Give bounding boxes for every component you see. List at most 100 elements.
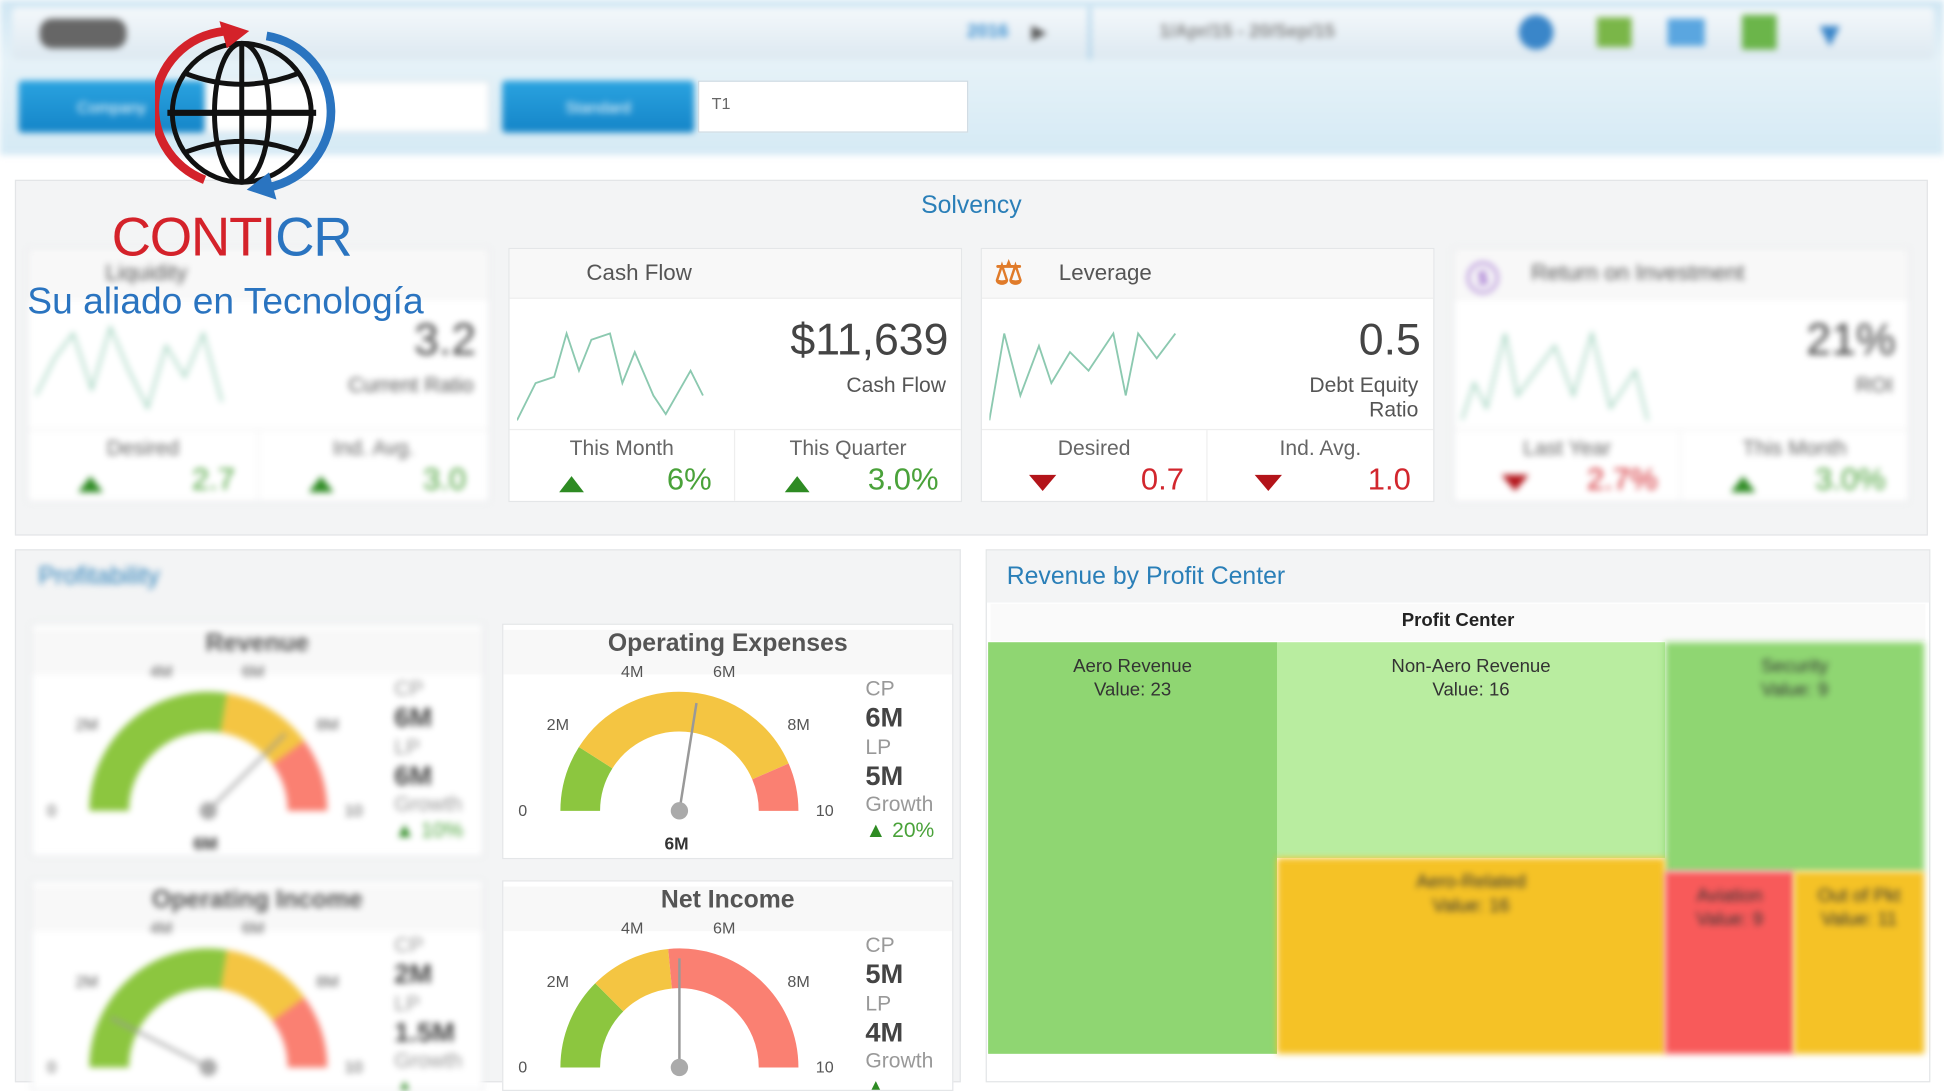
kpi-cell-value: 3.0: [423, 462, 467, 498]
kpi-value: $11,639: [790, 313, 949, 365]
gauge-card-3[interactable]: Net Income 0 2M 4M 6M 8M 10 CP 5M LP 4M Growt…: [502, 880, 954, 1091]
globe-icon: [154, 21, 336, 200]
kpi-cell-label: This Month: [1742, 436, 1847, 460]
kpi-card-title: Liquidity: [105, 260, 188, 286]
kpi-cell-value: 3.0%: [867, 462, 939, 498]
treemap-cell-value: Value: 16: [1432, 679, 1510, 701]
cp-label: CP: [394, 933, 424, 958]
growth-label: Growth: [394, 792, 463, 816]
treemap-cell-name: Security: [1761, 655, 1829, 677]
lp-label: LP: [865, 991, 892, 1016]
kpi-cell: This Month 6%: [510, 430, 736, 501]
lp-label: LP: [865, 735, 892, 759]
kpi-cell-label: Ind. Avg.: [332, 436, 415, 460]
gauge-title: Revenue: [32, 629, 483, 675]
gauge-tick: 6M: [241, 918, 265, 937]
gauge-tick: 10: [815, 800, 834, 820]
growth-label: Growth: [394, 1048, 463, 1073]
email-icon[interactable]: [1667, 18, 1705, 46]
triangle-up-icon: ▲: [394, 818, 416, 842]
company-select[interactable]: [204, 80, 490, 133]
kpi-label: Current Ratio: [348, 373, 474, 397]
gauge-tick: 8M: [787, 971, 810, 991]
kpi-cell-label: Desired: [1057, 436, 1131, 460]
triangle-down-icon: [1029, 474, 1057, 491]
gauge-title: Operating Expenses: [503, 629, 953, 675]
gauge: [89, 948, 328, 1077]
gauge-tick: 6M: [712, 661, 736, 681]
treemap-cell[interactable]: Aero-Related Value: 16: [1276, 857, 1666, 1054]
treemap-cell[interactable]: Non-Aero Revenue Value: 16: [1276, 642, 1666, 858]
play-toggle[interactable]: [39, 18, 127, 49]
kpi-cell: Last Year 2.7%: [1454, 430, 1682, 501]
play-icon[interactable]: ▶: [1031, 22, 1047, 44]
gauge-tick: 2M: [546, 714, 570, 734]
gauge-value: 6M: [193, 833, 218, 853]
triangle-up-icon: [78, 476, 103, 493]
treemap-cell-value: Value: 23: [1093, 679, 1172, 701]
gauge-card-2[interactable]: Operating Income 0 2M 4M 6M 8M 10 CP 2M LP 1.…: [30, 880, 484, 1091]
cp-label: CP: [394, 676, 424, 701]
kpi-card-title: Return on Investment: [1531, 260, 1745, 286]
print-icon[interactable]: [1596, 17, 1632, 48]
treemap-cell-value: Value: 16: [1432, 895, 1510, 917]
treemap-cell-value: Value: 9: [1761, 679, 1829, 701]
kpi-cell-label: Desired: [106, 436, 180, 460]
gauge-tick: 10: [344, 1057, 363, 1077]
treemap-cell-name: Non-Aero Revenue: [1391, 655, 1551, 677]
kpi-cell-value: 0.7: [1140, 462, 1185, 498]
kpi-cell-value: 3.0%: [1815, 462, 1886, 498]
scenario-button[interactable]: Standard: [502, 80, 695, 133]
gauge: [89, 691, 328, 820]
kpi-card-2[interactable]: Leverage ⚖ 0.5 Debt Equity Ratio Desired…: [980, 247, 1435, 503]
scenario-select[interactable]: T1: [698, 80, 969, 133]
kpi-cell-value: 6%: [666, 462, 712, 498]
treemap-cell[interactable]: Security Value: 9: [1665, 642, 1925, 872]
cp-value: 2M: [394, 958, 433, 990]
kpi-card-1[interactable]: Cash Flow $11,639 Cash Flow This Month 6…: [508, 247, 963, 503]
triangle-up-icon: [308, 476, 333, 493]
gauge-card-0[interactable]: Revenue 0 2M 4M 6M 8M 10 6M CP 6M LP 6M Growt…: [30, 623, 484, 857]
treemap-cell[interactable]: Aero Revenue Value: 23: [988, 642, 1277, 1054]
cp-label: CP: [865, 676, 895, 701]
kpi-card-0[interactable]: Liquidity 3.2 Current Ratio Desired 2.7 …: [27, 247, 490, 503]
gauge-tick: 4M: [149, 918, 173, 937]
logo-brand: CONTICR: [111, 207, 353, 268]
year-label[interactable]: 2016: [967, 21, 1009, 43]
export-icon[interactable]: [1741, 14, 1777, 50]
kpi-cell: This Month 3.0%: [1681, 430, 1908, 501]
kpi-cell-label: This Month: [569, 436, 674, 460]
triangle-up-icon: [559, 476, 584, 493]
date-range[interactable]: 1/Apr/15 - 20/Sep/15: [1159, 21, 1335, 43]
sparkline: [35, 324, 223, 411]
kpi-card-title: Cash Flow: [586, 260, 692, 286]
lp-value: 6M: [394, 759, 433, 791]
kpi-card-3[interactable]: Return on Investment ⓢ 21% ROI Last Year…: [1453, 247, 1910, 503]
treemap-cell[interactable]: Aviation Value: 9: [1665, 871, 1794, 1054]
gauge-tick: 0: [47, 800, 57, 820]
gauge-tick: 0: [47, 1057, 57, 1077]
gauge-tick: 4M: [621, 661, 644, 681]
growth-value: ▲ 20%: [865, 818, 935, 842]
filter-icon[interactable]: ▼: [1812, 14, 1847, 54]
kpi-cell: Desired 2.7: [29, 430, 259, 501]
treemap-cell[interactable]: Out of Pkt Value: 11: [1793, 871, 1925, 1054]
kpi-cell: Ind. Avg. 1.0: [1208, 430, 1434, 501]
kpi-label: Cash Flow: [846, 373, 946, 397]
kpi-card-title: Leverage: [1058, 260, 1152, 286]
revenue-title: Revenue by Profit Center: [1006, 562, 1286, 591]
sparkline: [1461, 329, 1649, 421]
treemap-cell-value: Value: 11: [1821, 908, 1897, 930]
help-icon[interactable]: [1518, 14, 1554, 50]
gauge-tick: 8M: [316, 714, 339, 734]
kpi-cell-value: 2.7: [191, 462, 235, 498]
triangle-up-icon: [1730, 476, 1756, 493]
gauge-tick: 6M: [241, 661, 265, 681]
gauge-card-1[interactable]: Operating Expenses 0 2M 4M 6M 8M 10 6M CP 6M …: [502, 623, 954, 860]
logo-tagline: Su aliado en Tecnología: [27, 281, 424, 323]
sparkline: [516, 330, 704, 421]
gauge-tick: 2M: [75, 714, 98, 734]
gauge-tick: 4M: [149, 661, 173, 681]
lp-label: LP: [394, 735, 421, 759]
kpi-cell: Ind. Avg. 3.0: [258, 430, 488, 501]
